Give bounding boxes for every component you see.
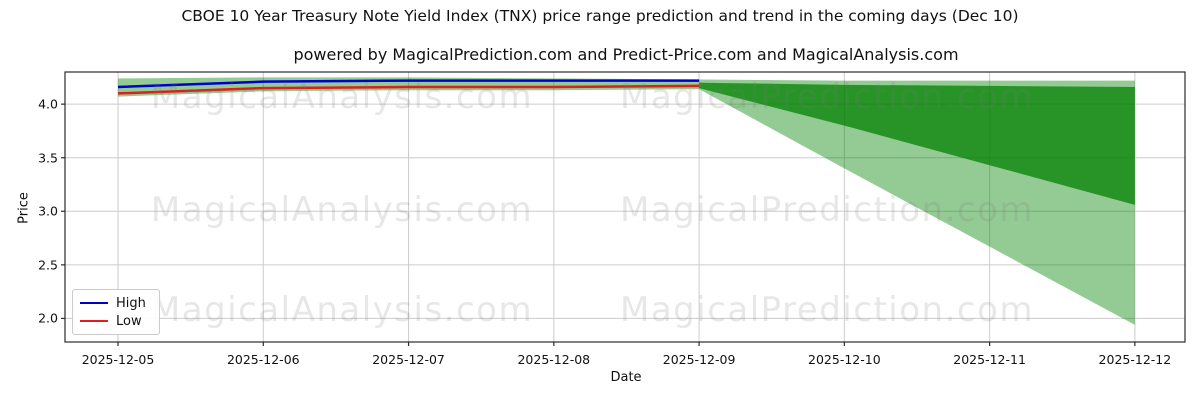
x-tick-label: 2025-12-07 [372, 352, 445, 367]
prediction-inner-band [699, 82, 1135, 205]
chart-title: CBOE 10 Year Treasury Note Yield Index (… [181, 7, 1019, 25]
y-axis-label: Price [16, 192, 32, 224]
x-tick-label: 2025-12-12 [1098, 352, 1172, 367]
y-tick-label: 3.0 [38, 203, 58, 219]
legend-label: Low [116, 313, 142, 329]
low-line [117, 84, 700, 95]
legend-entry: High [73, 297, 159, 310]
x-tick-label: 2025-12-11 [953, 352, 1026, 367]
legend-label: High [116, 295, 146, 311]
y-tick-label: 2.5 [38, 257, 58, 273]
legend-line-swatch [80, 320, 108, 322]
x-tick-label: 2025-12-08 [517, 352, 591, 367]
legend: High Low [72, 289, 160, 335]
y-tick-label: 3.5 [38, 150, 58, 166]
y-tick-label: 4.0 [38, 96, 58, 112]
chart-subtitle: powered by MagicalPrediction.com and Pre… [293, 45, 959, 64]
legend-line-swatch [80, 302, 108, 304]
x-tick-label: 2025-12-06 [226, 352, 300, 367]
high-line [117, 79, 700, 89]
x-axis-label: Date [610, 370, 642, 385]
y-tick-label: 2.0 [38, 310, 58, 326]
axes-spines [64, 71, 1186, 343]
x-tick-label: 2025-12-10 [808, 352, 881, 367]
x-tick-label: 2025-12-09 [662, 352, 736, 367]
legend-entry: Low [73, 315, 159, 328]
x-tick-label: 2025-12-05 [81, 352, 155, 367]
